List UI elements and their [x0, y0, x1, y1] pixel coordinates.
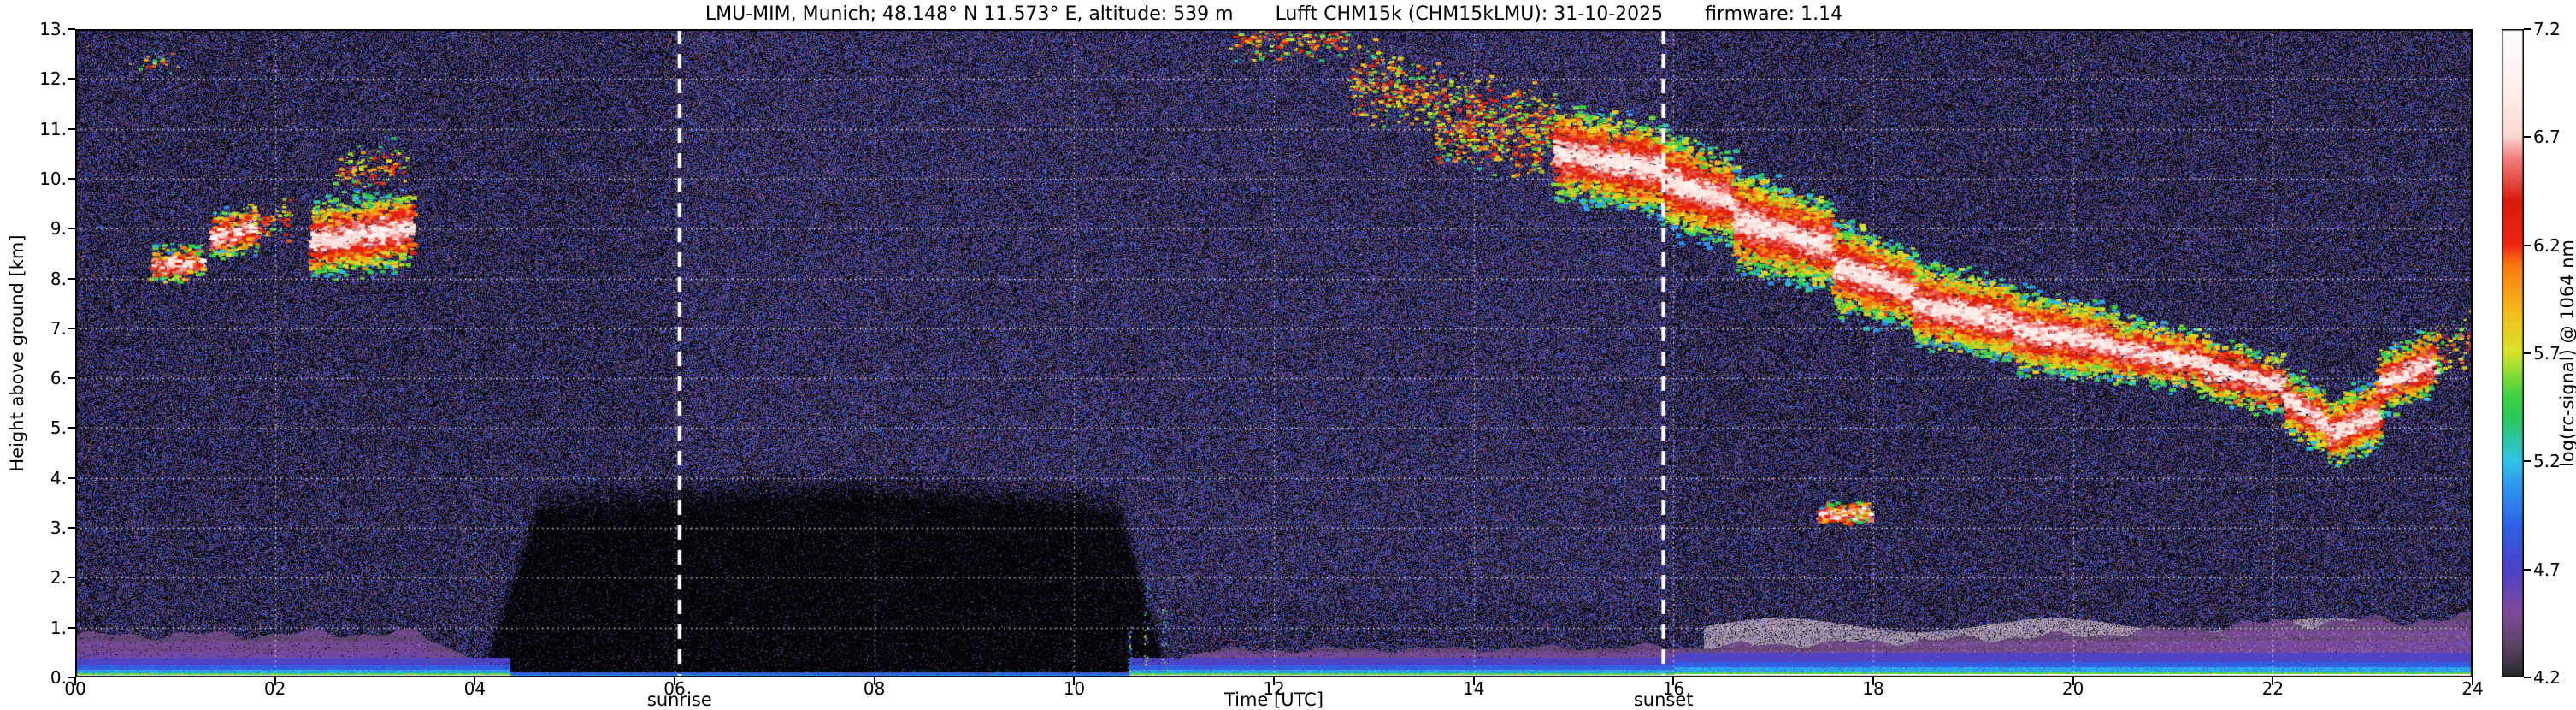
y-tick-mark: [68, 127, 75, 130]
y-tick-mark: [68, 427, 75, 429]
y-tick-mark: [68, 377, 75, 380]
y-tick-label: 8.: [50, 268, 67, 289]
x-tick-mark: [1672, 677, 1675, 685]
x-tick-mark: [274, 677, 276, 685]
y-tick-label: 6.: [50, 368, 67, 389]
colorbar-label: log(rc-signal) @ 1064 nm: [2557, 239, 2576, 468]
y-tick-mark: [68, 577, 75, 579]
x-tick-mark: [1073, 677, 1076, 685]
plot-title: LMU-MIM, Munich; 48.148° N 11.573° E, al…: [75, 3, 2473, 25]
y-tick-label: 12.: [39, 68, 67, 90]
colorbar-tick-mark: [2524, 28, 2531, 30]
title-instrument-date: Lufft CHM15k (CHM15kLMU): 31-10-2025: [1275, 3, 1664, 25]
y-tick-mark: [68, 177, 75, 180]
y-tick-mark: [68, 527, 75, 530]
y-tick-mark: [68, 277, 75, 280]
colorbar-tick-mark: [2524, 352, 2531, 354]
x-tick-mark: [873, 677, 875, 685]
colorbar-tick-mark: [2524, 244, 2531, 246]
y-tick-label: 5.: [50, 417, 67, 439]
sunrise-label: sunrise: [646, 689, 712, 710]
y-tick-label: 10.: [39, 168, 67, 189]
sunset-label: sunset: [1633, 689, 1694, 710]
x-tick-mark: [2072, 677, 2074, 685]
colorbar-gradient: [2502, 29, 2524, 677]
y-tick-label: 1.: [50, 617, 67, 638]
y-tick-mark: [68, 677, 75, 678]
x-tick-mark: [2272, 677, 2274, 685]
title-firmware: firmware: 1.14: [1705, 3, 1843, 25]
y-tick-label: 11.: [39, 118, 67, 139]
y-tick-label: 9.: [50, 218, 67, 240]
y-tick-mark: [68, 327, 75, 329]
y-tick-mark: [68, 626, 75, 629]
colorbar-tick-label: 4.2: [2533, 667, 2561, 688]
x-tick-mark: [2472, 677, 2473, 685]
x-tick-mark: [674, 677, 675, 685]
y-tick-label: 3.: [50, 518, 67, 539]
y-tick-mark: [68, 228, 75, 230]
x-tick-mark: [1472, 677, 1475, 685]
y-tick-label: 0.: [50, 667, 67, 688]
colorbar-tick-mark: [2524, 136, 2531, 139]
colorbar-tick-mark: [2524, 460, 2531, 463]
colorbar-tick-label: 6.7: [2533, 127, 2561, 148]
colorbar-tick-label: 7.2: [2533, 19, 2561, 39]
y-tick-mark: [68, 78, 75, 80]
x-tick-mark: [1872, 677, 1874, 685]
x-tick-mark: [1273, 677, 1275, 685]
y-tick-mark: [68, 476, 75, 479]
y-tick-label: 2.: [50, 567, 67, 589]
x-tick-mark: [74, 677, 76, 685]
y-tick-label: 4.: [50, 467, 67, 488]
colorbar-tick-mark: [2524, 568, 2531, 571]
colorbar-tick-mark: [2524, 677, 2531, 678]
y-tick-mark: [68, 28, 75, 30]
title-station: LMU-MIM, Munich; 48.148° N 11.573° E, al…: [704, 3, 1234, 25]
y-tick-label: 13.: [39, 19, 67, 39]
x-tick-mark: [474, 677, 476, 685]
heatmap-canvas: [75, 29, 2473, 677]
x-axis-label: Time [UTC]: [1223, 689, 1324, 710]
colorbar-tick-label: 4.7: [2533, 559, 2561, 580]
y-tick-label: 7.: [50, 317, 67, 339]
y-axis-label: Height above ground [km]: [7, 234, 27, 472]
